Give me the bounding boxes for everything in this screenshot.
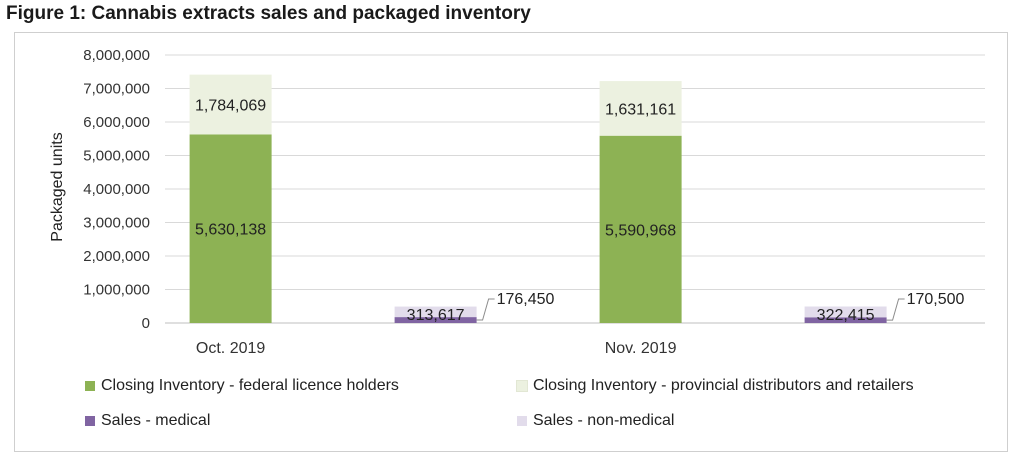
y-axis-ticks: 0 1,000,000 2,000,000 3,000,000 4,000,000 5,0…: [83, 47, 150, 332]
legend-item-federal-inventory: Closing Inventory - federal licence hold…: [85, 377, 399, 395]
y-tick-label: 0: [142, 315, 150, 332]
bar-segment: [189, 134, 272, 323]
legend-label: Closing Inventory - federal licence hold…: [101, 377, 399, 394]
chart-frame: 0 1,000,000 2,000,000 3,000,000 4,000,000 5,0…: [14, 32, 1008, 452]
legend-item-sales-medical: Sales - medical: [85, 412, 210, 430]
legend-label: Sales - non-medical: [533, 412, 675, 429]
data-label: 313,617: [407, 307, 465, 324]
bar-segment: [394, 306, 477, 318]
y-tick-label: 3,000,000: [83, 215, 150, 232]
bar-segment: [804, 306, 887, 318]
x-tick-label: Oct. 2019: [196, 340, 265, 357]
bars: 5,630,138 1,784,069 313,617 176,450 5,590,96…: [189, 74, 965, 324]
bar-segment: [599, 81, 682, 136]
data-label: 170,500: [907, 291, 965, 308]
y-tick-label: 7,000,000: [83, 81, 150, 98]
legend-label: Sales - medical: [101, 412, 211, 429]
gridlines: [165, 54, 985, 324]
data-label: 5,630,138: [195, 222, 266, 239]
legend-swatch: [516, 380, 528, 392]
leader-line: [476, 298, 495, 321]
bar-segment: [599, 135, 682, 323]
y-tick-label: 8,000,000: [83, 47, 150, 64]
data-label: 5,590,968: [605, 222, 676, 239]
leader-line: [886, 298, 905, 321]
data-label: 1,631,161: [605, 101, 676, 118]
y-axis-label: Packaged units: [49, 132, 66, 241]
bar-segment: [189, 74, 272, 135]
y-tick-label: 6,000,000: [83, 114, 150, 131]
data-label: 176,450: [497, 291, 555, 308]
y-tick-label: 1,000,000: [83, 282, 150, 299]
legend-swatch: [517, 416, 527, 426]
legend-item-provincial-inventory: Closing Inventory - provincial distribut…: [516, 377, 914, 395]
y-tick-label: 5,000,000: [83, 148, 150, 165]
y-tick-label: 4,000,000: [83, 181, 150, 198]
bar-segment: [804, 317, 887, 323]
legend-label: Closing Inventory - provincial distribut…: [533, 377, 914, 394]
y-tick-label: 2,000,000: [83, 248, 150, 265]
chart-plot: 0 1,000,000 2,000,000 3,000,000 4,000,000 5,0…: [49, 47, 985, 357]
legend-swatch: [85, 381, 95, 391]
chart-title: Figure 1: Cannabis extracts sales and pa…: [6, 3, 531, 24]
x-axis-ticks: Oct. 2019 Nov. 2019: [196, 340, 677, 357]
legend-item-sales-non-medical: Sales - non-medical: [517, 412, 674, 430]
legend-swatch: [85, 416, 95, 426]
x-tick-label: Nov. 2019: [605, 340, 677, 357]
bar-segment: [394, 317, 477, 323]
data-label: 1,784,069: [195, 98, 266, 115]
data-label: 322,415: [817, 307, 875, 324]
